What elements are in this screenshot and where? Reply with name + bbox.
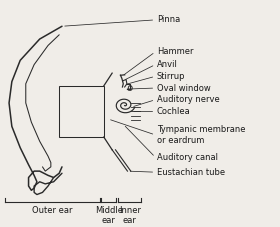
Text: Pinna: Pinna	[157, 15, 180, 24]
Text: Auditory canal: Auditory canal	[157, 153, 218, 162]
Text: Stirrup: Stirrup	[157, 72, 185, 81]
Text: Inner
ear: Inner ear	[119, 206, 141, 225]
Text: Tympanic membrane
or eardrum: Tympanic membrane or eardrum	[157, 125, 245, 145]
Text: Outer ear: Outer ear	[32, 206, 73, 215]
Text: Oval window: Oval window	[157, 84, 211, 93]
Text: Middle
ear: Middle ear	[95, 206, 123, 225]
Text: Auditory nerve: Auditory nerve	[157, 95, 220, 104]
Text: Cochlea: Cochlea	[157, 107, 190, 116]
Text: Anvil: Anvil	[157, 60, 178, 69]
Bar	[59, 86, 104, 137]
Text: Hammer: Hammer	[157, 47, 193, 56]
Text: Eustachian tube: Eustachian tube	[157, 168, 225, 177]
